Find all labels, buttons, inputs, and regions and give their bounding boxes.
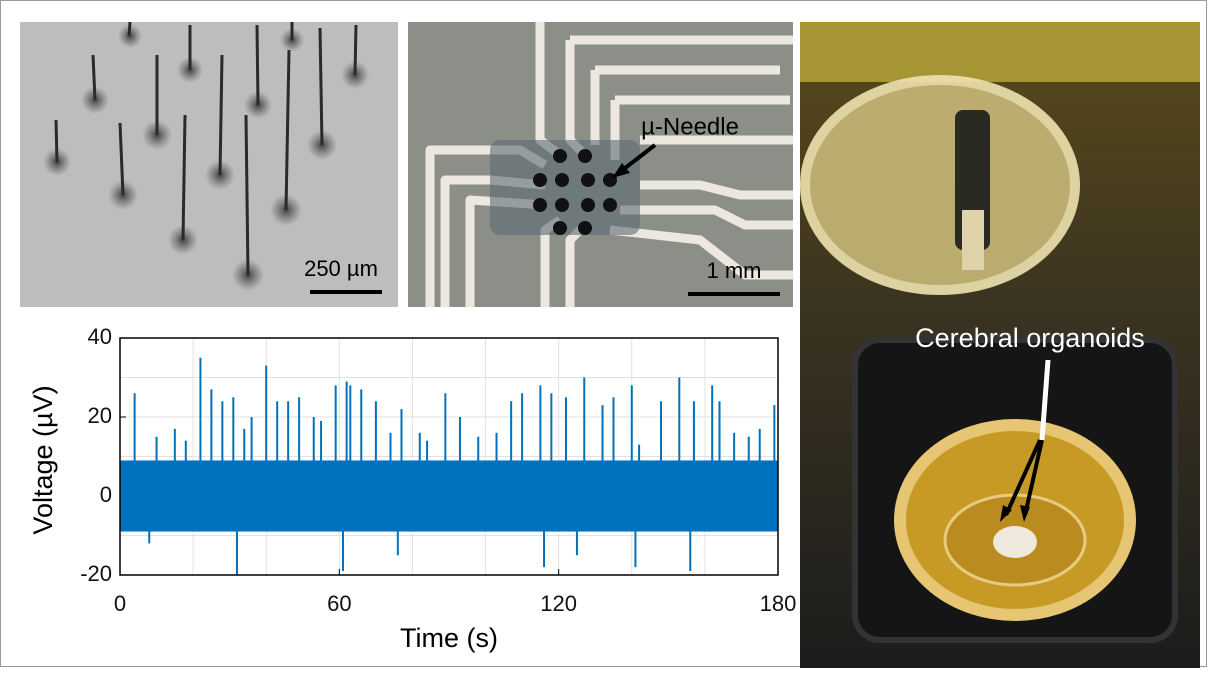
figure: 250 µm µ-Needle 1 mm — [0, 0, 1208, 668]
x-tick-label: 180 — [760, 591, 797, 616]
microscope-panel: µ-Needle 1 mm — [408, 22, 793, 307]
x-tick-label: 60 — [327, 591, 351, 616]
y-tick-label: 40 — [88, 324, 112, 349]
y-tick-label: 20 — [88, 403, 112, 428]
x-tick-label: 120 — [540, 591, 577, 616]
x-tick-label: 0 — [114, 591, 126, 616]
sem-panel: 250 µm — [20, 22, 398, 307]
organoid-annotation: Cerebral organoids — [915, 323, 1145, 353]
y-tick-label: 0 — [100, 482, 112, 507]
x-axis-label: Time (s) — [400, 623, 498, 653]
photo-panel: Cerebral organoids — [800, 22, 1200, 668]
needle-annotation: µ-Needle — [641, 113, 739, 140]
scale-label: 250 µm — [304, 256, 378, 281]
scale-label: 1 mm — [707, 258, 762, 283]
voltage-chart — [120, 338, 778, 575]
y-tick-label: -20 — [80, 561, 112, 586]
y-axis-label: Voltage (µV) — [28, 385, 58, 534]
